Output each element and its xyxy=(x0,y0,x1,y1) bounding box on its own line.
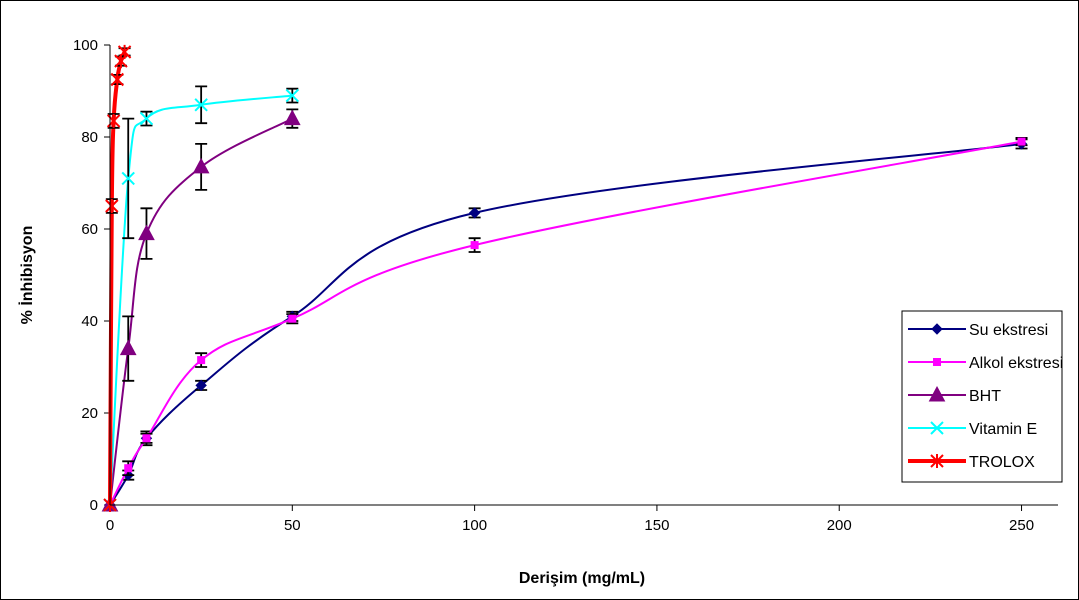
y-tick-label: 60 xyxy=(81,221,98,238)
x-tick-label: 100 xyxy=(462,517,487,534)
data-point xyxy=(192,157,210,174)
data-point xyxy=(121,171,135,186)
data-point xyxy=(285,88,300,103)
data-point xyxy=(106,113,121,128)
data-point xyxy=(110,72,124,87)
series-trolox xyxy=(103,44,132,512)
legend-item: Alkol ekstresi xyxy=(908,355,1063,372)
legend-label: TROLOX xyxy=(969,454,1035,471)
data-point xyxy=(197,356,206,365)
x-axis-ticks: 0 50 100 150 200 250 xyxy=(106,505,1034,534)
legend-label: Alkol ekstresi xyxy=(969,355,1063,372)
y-tick-label: 20 xyxy=(81,405,98,422)
legend-label: BHT xyxy=(969,388,1001,405)
legend-item: Vitamin E xyxy=(908,421,1037,438)
data-point xyxy=(288,314,297,323)
data-point xyxy=(117,44,132,59)
y-tick-label: 80 xyxy=(81,129,98,146)
x-tick-label: 50 xyxy=(284,517,301,534)
data-point xyxy=(142,434,151,443)
data-point xyxy=(283,109,301,126)
data-point xyxy=(468,207,481,219)
data-point xyxy=(139,111,154,126)
legend-label: Su ekstresi xyxy=(969,322,1048,339)
x-axis-title: Derişim (mg/mL) xyxy=(519,570,645,587)
x-tick-label: 250 xyxy=(1009,517,1034,534)
series-line xyxy=(109,142,1022,506)
legend-label: Vitamin E xyxy=(969,421,1037,438)
legend-swatch-marker xyxy=(931,323,943,335)
y-axis-ticks: 0 20 40 60 80 100 xyxy=(73,37,110,514)
legend-item: Su ekstresi xyxy=(908,322,1048,339)
data-point xyxy=(124,464,133,473)
data-point xyxy=(470,241,479,250)
legend-item: TROLOX xyxy=(908,454,1035,471)
legend-swatch-marker xyxy=(933,358,941,366)
data-point xyxy=(105,199,119,213)
data-point xyxy=(1017,137,1026,146)
x-tick-label: 0 xyxy=(106,517,114,534)
x-tick-label: 150 xyxy=(644,517,669,534)
data-point xyxy=(194,98,208,112)
y-tick-label: 0 xyxy=(90,497,98,514)
series-su-ekstresi xyxy=(104,138,1028,511)
series-bht xyxy=(101,108,301,512)
x-tick-label: 200 xyxy=(827,517,852,534)
legend: Su ekstresi Alkol ekstresi BHT Vitamin E TRO… xyxy=(901,310,1063,483)
series-alkol-ekstresi xyxy=(106,137,1028,509)
legend-box xyxy=(901,310,1063,483)
y-tick-label: 40 xyxy=(81,313,98,330)
y-tick-label: 100 xyxy=(73,37,98,54)
series-layer xyxy=(101,44,1028,512)
legend-item: BHT xyxy=(908,385,1001,405)
legend-swatch-marker xyxy=(928,385,946,402)
data-point xyxy=(195,379,207,392)
legend-swatch-marker xyxy=(930,454,944,468)
data-point xyxy=(138,224,155,241)
data-point xyxy=(119,339,137,356)
legend-swatch-marker xyxy=(930,421,944,435)
series-vitamin-e xyxy=(103,85,300,512)
series-line xyxy=(109,94,293,506)
y-axis-title: % İnhibisyon xyxy=(18,226,36,325)
